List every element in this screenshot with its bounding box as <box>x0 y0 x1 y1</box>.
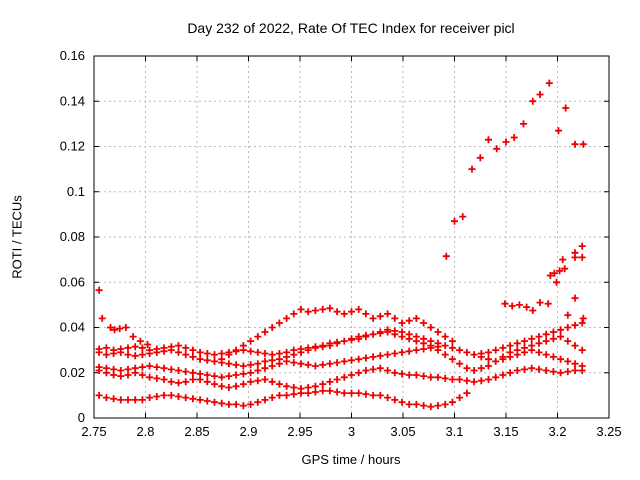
x-tick-label: 3.15 <box>493 424 518 439</box>
x-axis-label: GPS time / hours <box>301 452 401 467</box>
data-points <box>95 79 587 411</box>
y-tick-label: 0.1 <box>67 184 85 199</box>
x-tick-label: 2.8 <box>136 424 154 439</box>
x-tick-label: 3 <box>348 424 355 439</box>
y-tick-label: 0.06 <box>60 274 85 289</box>
x-tick-label: 2.9 <box>239 424 257 439</box>
y-tick-label: 0.12 <box>60 139 85 154</box>
x-tick-label: 2.75 <box>81 424 106 439</box>
y-tick-label: 0.02 <box>60 365 85 380</box>
x-tick-label: 2.85 <box>184 424 209 439</box>
y-tick-label: 0 <box>78 410 85 425</box>
y-tick-label: 0.16 <box>60 48 85 63</box>
plot-frame <box>93 55 610 419</box>
x-tick-label: 3.1 <box>445 424 463 439</box>
y-tick-label: 0.08 <box>60 229 85 244</box>
x-tick-label: 3.2 <box>548 424 566 439</box>
chart-title: Day 232 of 2022, Rate Of TEC Index for r… <box>187 20 515 36</box>
x-tick-label: 2.95 <box>287 424 312 439</box>
x-tick-label: 3.25 <box>596 424 621 439</box>
x-tick-label: 3.05 <box>390 424 415 439</box>
y-tick-label: 0.14 <box>60 93 85 108</box>
y-tick-label: 0.04 <box>60 320 85 335</box>
